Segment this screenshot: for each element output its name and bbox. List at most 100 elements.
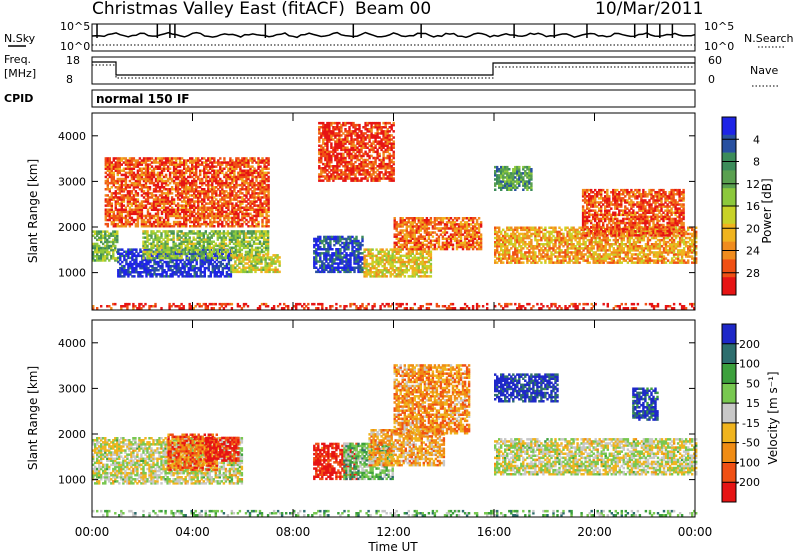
power-cell [562,238,565,242]
power-cell [129,256,132,260]
power-cell [431,221,435,224]
power-cell [682,243,686,246]
power-cell [648,191,651,194]
power-cell [183,262,186,266]
power-cell [415,260,418,264]
power-cell [266,250,270,254]
power-cell [313,266,316,269]
power-cell [496,230,499,234]
power-cell [171,264,174,268]
power-cell [131,262,134,266]
power-cell [494,188,497,191]
power-cell [682,253,686,256]
power-cell [100,238,103,242]
power-cell [638,213,641,217]
power-cell [536,232,539,236]
power-cell [676,251,680,254]
power-cell [648,259,652,262]
power-cell [614,225,617,229]
power-cell [689,255,692,258]
power-cell [498,180,501,183]
power-cell [369,262,372,266]
power-cell [349,239,352,243]
power-cell [256,252,260,256]
power-cell [594,226,597,229]
power-cell [329,266,332,269]
power-cell [693,247,696,250]
power-cell [264,268,267,271]
power-cell [463,243,467,247]
power-cell [202,244,205,248]
power-cell [566,251,569,254]
power-cell [584,243,587,246]
power-cell [628,191,631,194]
power-cell [477,235,481,238]
power-cell [193,273,196,276]
power-cell [614,238,617,242]
power-cell [195,260,198,264]
power-cell [562,251,565,254]
power-cell [210,234,213,237]
power-cell [580,243,583,246]
power-cell [449,221,453,224]
power-cell [473,231,477,234]
power-cell [315,250,318,253]
power-cell [566,243,569,246]
power-cell [514,226,517,229]
power-cell [570,243,573,246]
power-cell [178,238,181,241]
power-cell [229,252,233,255]
power-cell [254,242,258,245]
power-cell [131,264,134,268]
power-cell [520,253,523,256]
power-cell [164,240,167,243]
power-cell [411,264,414,268]
power-cell [538,234,541,238]
power-cell [177,264,180,268]
power-cell [451,243,455,247]
power-cell [496,238,499,242]
power-cell [564,251,567,254]
power-cell [598,209,601,212]
power-cell [457,217,461,220]
power-cell [652,197,655,200]
power-cell [524,165,527,169]
power-cell [437,229,441,232]
power-cell [141,262,144,266]
power-cell [413,233,416,236]
power-cell [583,199,587,202]
power-cell [161,275,164,278]
power-cell [552,261,555,264]
power-cell [590,257,593,260]
power-cell [684,261,688,264]
power-cell [604,195,607,198]
power-cell [622,257,625,260]
power-cell [206,256,209,260]
power-cell [166,238,169,241]
power-cell [538,226,541,229]
power-cell [202,238,205,241]
power-cell [393,233,396,236]
power-cell [628,228,632,232]
power-cell [395,252,398,255]
power-cell [644,245,648,248]
power-cell [405,252,408,255]
power-cell [200,238,203,241]
power-cell [375,248,378,251]
power-cell [123,256,126,260]
power-cell [682,238,686,242]
power-cell [230,234,234,237]
power-cell [417,258,420,262]
power-cell [594,211,597,214]
power-cell [660,217,663,221]
power-cell [222,240,226,243]
power-cell [204,232,207,235]
power-cell [189,275,192,278]
power-cell [652,253,656,256]
power-cell [333,258,336,261]
power-cell [453,233,457,236]
power-cell [397,225,400,228]
power-cell [536,243,539,246]
power-cell [550,255,553,258]
power-cell [403,221,406,224]
